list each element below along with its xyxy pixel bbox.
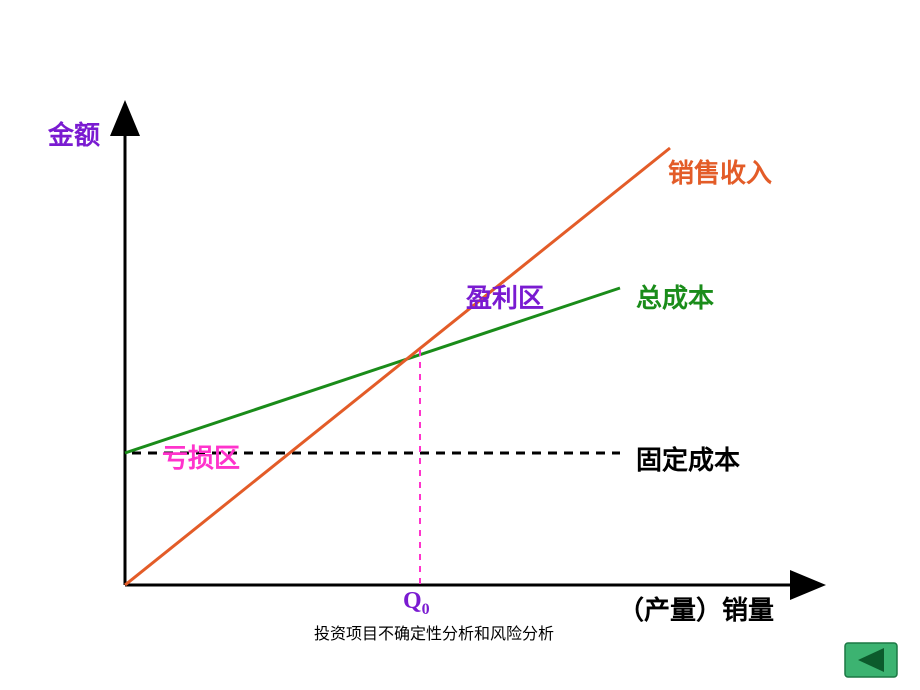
- chart-svg: [0, 0, 920, 690]
- break-even-chart: 金额 （产量）销量 销售收入 总成本 固定成本 盈利区 亏损区 Q0 投资项目不…: [0, 0, 920, 690]
- profit-zone-label: 盈利区: [466, 278, 544, 315]
- sales-revenue-line: [125, 148, 670, 585]
- footer-caption: 投资项目不确定性分析和风险分析: [314, 620, 554, 644]
- x-axis-title: （产量）销量: [618, 590, 774, 627]
- total-cost-line: [125, 288, 620, 453]
- q0-label: Q0: [403, 588, 430, 619]
- fixed-cost-label: 固定成本: [636, 440, 740, 477]
- sales-revenue-label: 销售收入: [668, 153, 772, 190]
- total-cost-label: 总成本: [636, 278, 714, 315]
- prev-slide-button[interactable]: [844, 642, 898, 678]
- loss-zone-label: 亏损区: [162, 438, 240, 475]
- y-axis-title: 金额: [48, 115, 100, 152]
